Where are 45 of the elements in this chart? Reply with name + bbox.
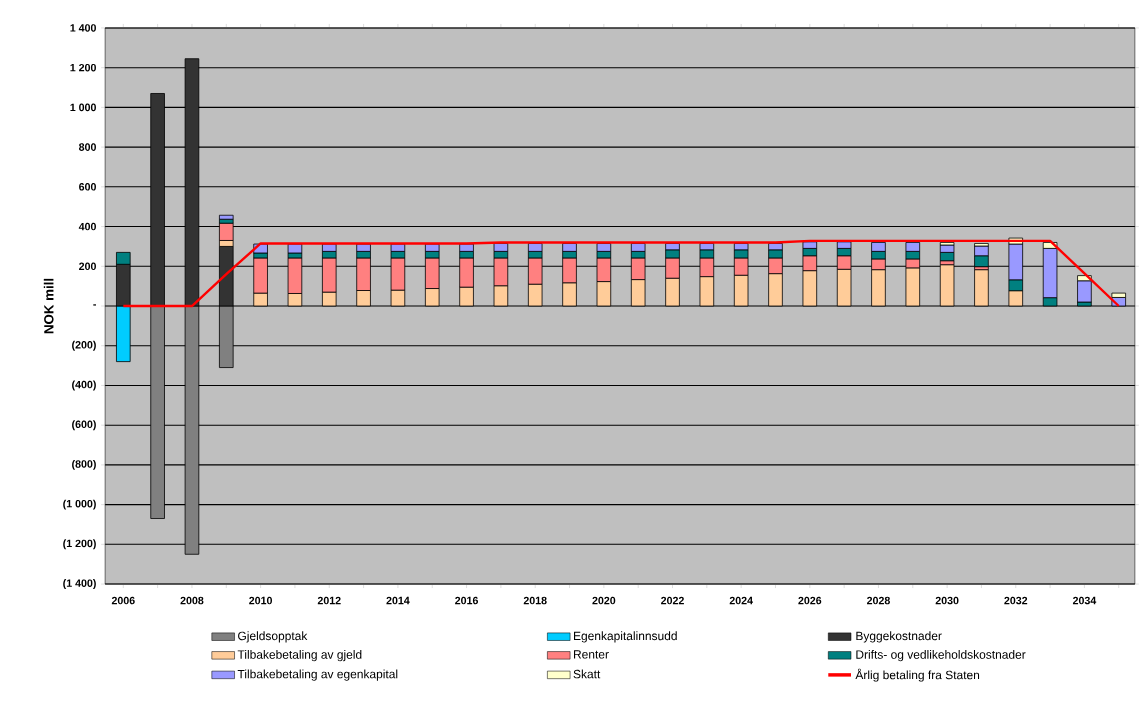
bar [219, 214, 234, 220]
y-tick-label: (400) [72, 380, 96, 391]
y-tick-label: 1 400 [70, 24, 96, 32]
y-tick-label: (800) [72, 459, 96, 470]
bar [150, 305, 165, 519]
y-tick-label: (1 400) [63, 579, 96, 589]
legend-label: Gjeldsopptak [238, 631, 308, 643]
y-tick-label: (1 000) [63, 499, 96, 510]
x-tick-label: 2014 [386, 596, 410, 605]
x-tick-label: 2022 [661, 596, 684, 605]
x-tick-label: 2020 [592, 596, 616, 605]
bar [150, 93, 165, 307]
y-tick-label: (600) [72, 420, 96, 431]
x-tick-label: 2024 [729, 596, 753, 605]
y-tick-label: 800 [79, 143, 96, 151]
y-tick-label: (200) [72, 340, 96, 351]
bar [939, 264, 955, 307]
x-tick-label: 2006 [111, 596, 135, 605]
legend-label: Drifts- og vedlikeholdskostnader [856, 649, 1026, 662]
x-tick-label: 2028 [867, 596, 890, 605]
x-tick-label: 2008 [180, 596, 204, 605]
legend-label: Byggekostnader [856, 631, 942, 643]
legend-label: Skatt [573, 669, 601, 679]
legend-label: Tilbakebetaling av gjeld [237, 649, 362, 662]
x-tick-label: 2032 [1004, 596, 1028, 605]
x-tick-label: 2010 [249, 596, 273, 605]
x-tick-label: 2026 [798, 596, 822, 605]
legend-label: Renter [574, 650, 609, 659]
legend-label: Egenkapitalinnsudd [574, 631, 677, 643]
x-tick-label: 2012 [317, 596, 341, 605]
y-tick-label: 400 [78, 222, 96, 231]
x-tick-label: 2018 [523, 596, 547, 605]
legend-label: Tilbakebetaling av egenkapital [237, 669, 398, 681]
y-axis-title: NOK mill [43, 278, 54, 334]
y-tick-label: - [93, 304, 96, 306]
y-tick-label: (1 200) [63, 539, 96, 550]
y-tick-label: 1 200 [70, 63, 96, 72]
y-tick-label: 200 [79, 262, 96, 270]
y-tick-label: 600 [79, 183, 96, 191]
x-tick-label: 2016 [455, 596, 479, 605]
x-tick-label: 2030 [935, 596, 959, 605]
y-tick-label: 1 000 [70, 103, 96, 112]
x-tick-label: 2034 [1072, 596, 1097, 605]
legend-label: Årlig betaling fra Staten [855, 668, 980, 682]
bar [974, 269, 989, 307]
